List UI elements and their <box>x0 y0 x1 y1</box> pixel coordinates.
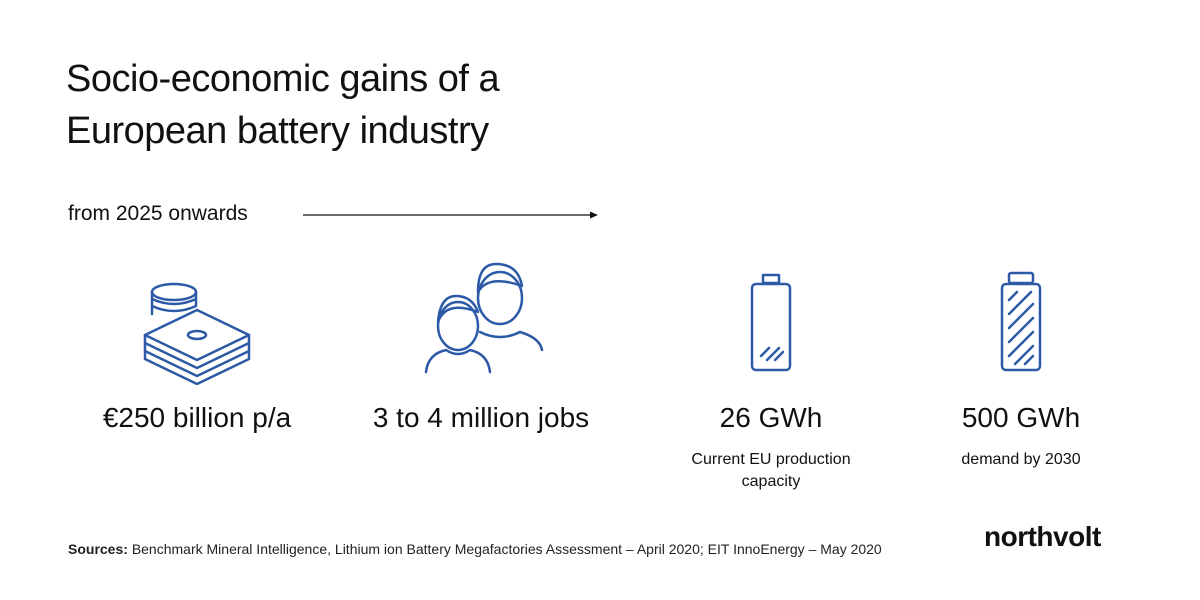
stat-value: €250 billion p/a <box>102 402 292 433</box>
battery-full-icon <box>1000 271 1042 372</box>
stat-value: 26 GWh <box>719 402 823 433</box>
arrow <box>303 211 598 219</box>
sources-text: Benchmark Mineral Intelligence, Lithium … <box>131 541 882 557</box>
stat-value: 500 GWh <box>961 402 1081 433</box>
stat-value: 3 to 4 million jobs <box>372 402 590 433</box>
subtitle: from 2025 onwards <box>68 202 248 225</box>
battery-low-icon <box>750 273 792 372</box>
money-icon <box>143 282 251 385</box>
title-line: European battery industry <box>66 110 489 152</box>
logo: northvolt <box>984 521 1101 552</box>
sources: Sources: Benchmark Mineral Intelligence,… <box>68 541 882 557</box>
title-line: Socio-economic gains of a <box>66 58 500 100</box>
stat-caption: Current EU production capacity <box>691 451 851 490</box>
people-icon <box>424 262 544 374</box>
sources-label: Sources: <box>68 541 128 557</box>
stat-caption: demand by 2030 <box>961 451 1081 468</box>
